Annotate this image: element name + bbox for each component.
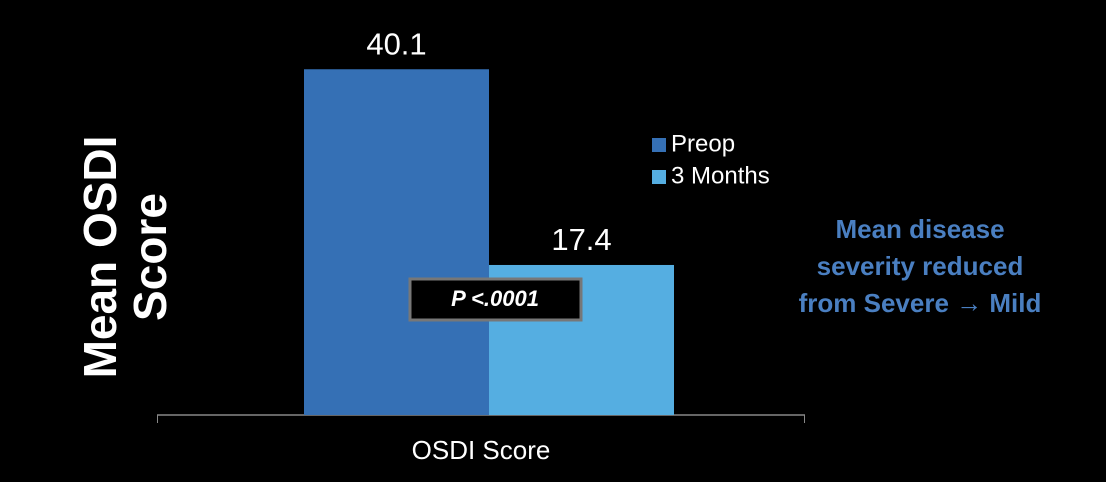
- x-tick-label: OSDI Score: [412, 435, 551, 465]
- bar: [304, 69, 489, 415]
- note-line: Mean disease: [835, 214, 1004, 244]
- y-axis-title: Mean OSDI Score: [74, 135, 176, 379]
- value-label: 40.1: [366, 26, 426, 61]
- legend-swatch: [652, 170, 666, 184]
- note-line: from Severe → Mild: [799, 288, 1042, 318]
- legend-label: Preop: [671, 130, 735, 157]
- legend-swatch: [652, 138, 666, 152]
- value-label: 17.4: [551, 222, 611, 257]
- annotation-box: [408, 277, 583, 322]
- note-line: severity reduced: [817, 251, 1024, 281]
- legend-label: 3 Months: [671, 162, 770, 189]
- annotation: P <.0001: [451, 286, 539, 311]
